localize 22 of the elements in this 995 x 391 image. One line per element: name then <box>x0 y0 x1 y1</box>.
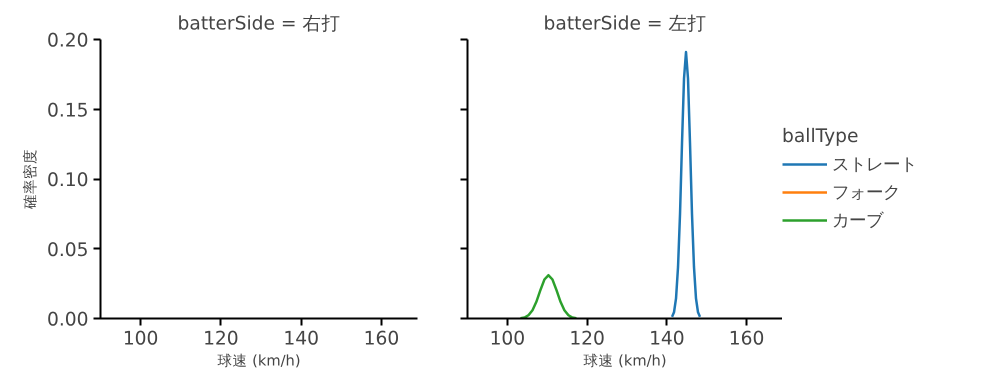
x-axis-title: 球速 (km/h) <box>583 352 667 370</box>
y-tick-label: 0.15 <box>46 100 89 122</box>
x-tick-label: 140 <box>283 328 319 350</box>
y-tick-label: 0.10 <box>46 170 89 191</box>
y-tick-label: 0.20 <box>46 30 89 52</box>
y-tick-label: 0.00 <box>46 310 89 330</box>
x-tick-label: 120 <box>569 328 605 350</box>
x-tick-label: 100 <box>490 328 526 350</box>
y-axis-title: 確率密度 <box>22 149 39 210</box>
x-tick-label: 160 <box>728 328 764 350</box>
y-tick-label: 0.05 <box>46 240 89 261</box>
x-tick-label: 120 <box>203 328 239 350</box>
legend-label: ストレート <box>832 154 917 176</box>
x-tick-label: 100 <box>122 328 158 350</box>
x-axis-title: 球速 (km/h) <box>217 352 301 370</box>
legend-label: カーブ <box>832 210 883 232</box>
x-tick-label: 140 <box>649 328 685 350</box>
x-tick-label: 160 <box>364 328 400 350</box>
legend-label: フォーク <box>832 182 900 204</box>
chart-title: batterSide = 右打 <box>178 14 340 34</box>
chart-title: batterSide = 左打 <box>544 14 706 34</box>
legend-title: ballType <box>782 126 860 146</box>
